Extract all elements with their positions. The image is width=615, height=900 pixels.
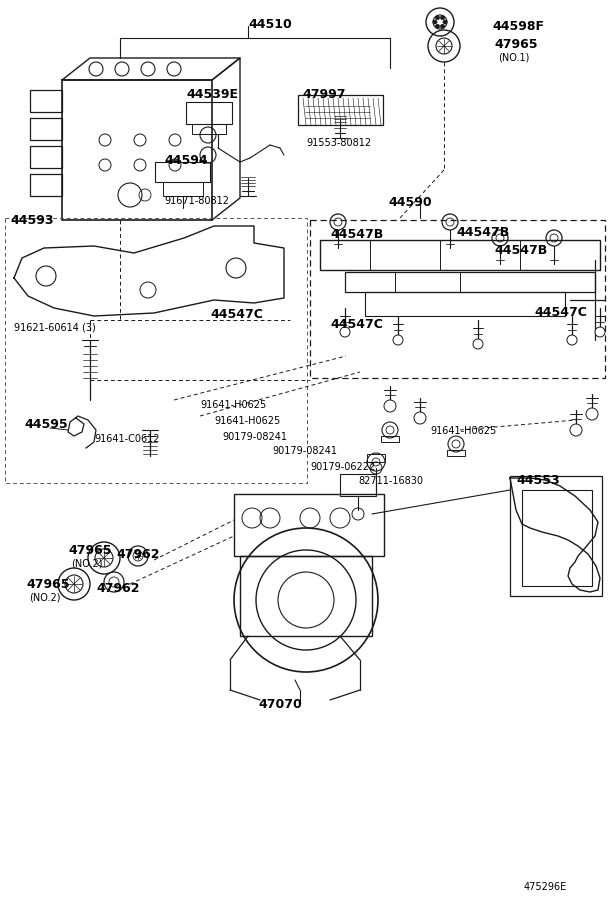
Text: 90179-06222: 90179-06222 <box>310 462 375 472</box>
Text: 47070: 47070 <box>258 698 302 711</box>
Text: 91641-H0625: 91641-H0625 <box>430 426 496 436</box>
Text: 44539E: 44539E <box>186 88 238 101</box>
Text: 44594: 44594 <box>164 154 208 167</box>
Text: 91553-80812: 91553-80812 <box>306 138 371 148</box>
Text: 44553: 44553 <box>516 474 560 487</box>
Bar <box>298 95 383 125</box>
Bar <box>30 90 62 112</box>
Text: 47997: 47997 <box>302 88 346 101</box>
Bar <box>192 124 226 134</box>
Text: 44547B: 44547B <box>330 228 383 241</box>
Circle shape <box>393 335 403 345</box>
Text: 44547C: 44547C <box>210 308 263 321</box>
Circle shape <box>440 24 445 28</box>
Circle shape <box>443 20 447 24</box>
Text: 47965: 47965 <box>494 38 538 51</box>
Bar <box>510 476 602 596</box>
Bar <box>381 436 399 442</box>
Text: 475296E: 475296E <box>524 882 567 892</box>
Circle shape <box>414 412 426 424</box>
Circle shape <box>435 24 440 28</box>
Text: 44590: 44590 <box>388 196 432 209</box>
Circle shape <box>384 400 396 412</box>
Text: 44510: 44510 <box>248 18 292 31</box>
Text: 47965: 47965 <box>68 544 111 557</box>
Text: 91641-H0625: 91641-H0625 <box>214 416 280 426</box>
Circle shape <box>586 408 598 420</box>
Circle shape <box>433 20 437 24</box>
Bar <box>367 454 385 462</box>
Text: 44595: 44595 <box>24 418 68 431</box>
Bar <box>522 490 592 586</box>
Text: 47962: 47962 <box>116 548 159 561</box>
Circle shape <box>435 15 440 20</box>
Bar <box>155 162 210 182</box>
Text: 47962: 47962 <box>96 582 140 595</box>
Text: 82711-16830: 82711-16830 <box>358 476 423 486</box>
Text: 44547B: 44547B <box>456 226 509 239</box>
Bar <box>30 174 62 196</box>
Text: 91641-C0612: 91641-C0612 <box>94 434 159 444</box>
Circle shape <box>440 15 445 20</box>
Bar <box>240 556 372 636</box>
Circle shape <box>567 335 577 345</box>
Text: 91641-H0625: 91641-H0625 <box>200 400 266 410</box>
Text: (NO.2): (NO.2) <box>71 558 103 568</box>
Text: 44547C: 44547C <box>330 318 383 331</box>
Bar <box>62 80 212 220</box>
Bar <box>310 220 605 378</box>
Bar <box>163 182 203 196</box>
Text: (NO.1): (NO.1) <box>498 52 530 62</box>
Bar <box>447 450 465 456</box>
Text: 44547C: 44547C <box>534 306 587 319</box>
Bar <box>345 272 595 292</box>
Text: 44593: 44593 <box>10 214 54 227</box>
Bar <box>340 474 376 496</box>
Text: 91671-80812: 91671-80812 <box>164 196 229 206</box>
Circle shape <box>340 327 350 337</box>
Text: 44598F: 44598F <box>492 20 544 33</box>
Bar <box>5 218 307 483</box>
Circle shape <box>473 339 483 349</box>
Bar <box>234 494 384 556</box>
Bar <box>320 240 600 270</box>
Text: 44547B: 44547B <box>494 244 547 257</box>
Text: (NO.2): (NO.2) <box>29 592 60 602</box>
Text: 90179-08241: 90179-08241 <box>222 432 287 442</box>
Text: 91621-60614 (3): 91621-60614 (3) <box>14 322 96 332</box>
Circle shape <box>570 424 582 436</box>
Bar <box>30 146 62 168</box>
Text: 90179-08241: 90179-08241 <box>272 446 337 456</box>
Bar <box>30 118 62 140</box>
Bar <box>365 292 565 316</box>
Circle shape <box>595 327 605 337</box>
Text: 47965: 47965 <box>26 578 69 591</box>
Bar <box>186 102 232 124</box>
